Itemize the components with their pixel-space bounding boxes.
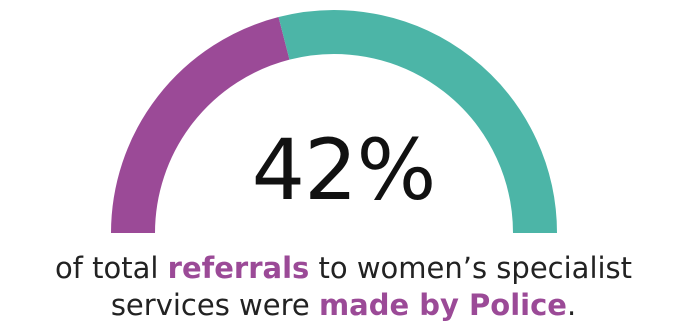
caption-text-2b: . <box>566 288 577 322</box>
caption-text-1b: to women’s specialist <box>309 251 633 285</box>
caption-line-1: of total referrals to women’s specialist <box>0 250 687 287</box>
caption-highlight-referrals: referrals <box>167 251 310 285</box>
gauge-segment-other <box>278 10 557 234</box>
caption-highlight-police: made by Police <box>318 288 567 322</box>
caption-text-2a: services were <box>110 288 319 322</box>
percentage-value: 42% <box>251 121 437 219</box>
gauge-segment-police <box>111 17 290 234</box>
caption: of total referrals to women’s specialist… <box>0 250 687 324</box>
caption-text-1a: of total <box>54 251 168 285</box>
caption-line-2: services were made by Police. <box>0 287 687 324</box>
